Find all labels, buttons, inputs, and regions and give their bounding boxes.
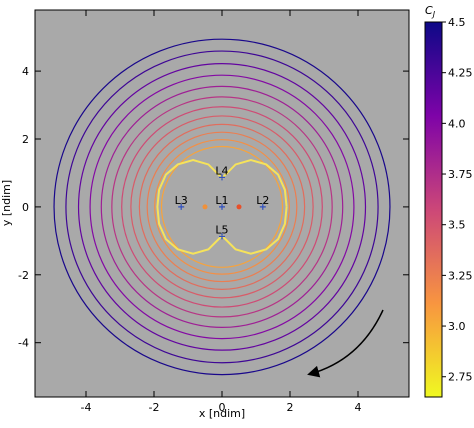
colorbar bbox=[424, 21, 443, 398]
colorbar-tick-label: 3.25 bbox=[448, 269, 473, 282]
primary bbox=[236, 204, 242, 210]
colorbar-tick-label: 3.5 bbox=[448, 219, 466, 232]
y-tick-label: 2 bbox=[22, 133, 29, 146]
lagrange-label: L1 bbox=[215, 194, 228, 207]
x-tick-label: -2 bbox=[149, 401, 160, 414]
primary bbox=[202, 204, 208, 210]
contour-line bbox=[146, 131, 298, 283]
lagrange-point bbox=[219, 233, 225, 240]
colorbar-tick-label: 2.75 bbox=[448, 371, 473, 384]
lagrange-label: L2 bbox=[256, 194, 269, 207]
contour-line bbox=[100, 85, 344, 329]
lagrange-point bbox=[219, 174, 225, 181]
y-tick-label: 4 bbox=[22, 65, 29, 78]
contour-line bbox=[154, 139, 290, 275]
plot-area: L1 L2 L3 L4 L5 bbox=[53, 38, 391, 376]
x-tick-label: 0 bbox=[219, 401, 226, 414]
contour-line bbox=[77, 63, 367, 351]
colorbar-tick-label: 4.0 bbox=[448, 117, 466, 130]
x-axis-label: x [ndim] bbox=[199, 407, 245, 420]
contour-line bbox=[53, 38, 391, 376]
contour-line bbox=[65, 50, 379, 364]
y-axis-label: y [ndim] bbox=[0, 180, 13, 226]
x-tick-label: -4 bbox=[81, 401, 92, 414]
contour-line bbox=[160, 145, 284, 268]
lagrange-label: L3 bbox=[175, 194, 188, 207]
colorbar-label-sub: J bbox=[431, 10, 436, 19]
x-tick-label: 2 bbox=[287, 401, 294, 414]
y-tick-label: -2 bbox=[18, 269, 29, 282]
plot-background bbox=[35, 10, 409, 397]
x-tick-label: 4 bbox=[355, 401, 362, 414]
lagrange-point bbox=[178, 203, 185, 210]
colorbar-tick-label: 4.25 bbox=[448, 67, 473, 80]
contour-line bbox=[130, 115, 314, 299]
zero-velocity-curve bbox=[156, 159, 288, 255]
lagrange-point bbox=[219, 203, 225, 210]
y-tick-label: -4 bbox=[18, 337, 29, 350]
lagrange-point bbox=[259, 203, 266, 210]
colorbar-label: CJ bbox=[425, 4, 436, 19]
colorbar-label-main: C bbox=[425, 4, 433, 17]
contour-line bbox=[121, 106, 323, 308]
contour-line bbox=[111, 96, 333, 318]
y-tick-label: 0 bbox=[22, 201, 29, 214]
direction-arrow bbox=[307, 309, 384, 378]
contour-line bbox=[89, 74, 355, 340]
lagrange-label: L5 bbox=[215, 223, 228, 236]
lagrange-label: L4 bbox=[215, 164, 228, 177]
contour-line bbox=[138, 123, 306, 290]
colorbar-tick-label: 3.75 bbox=[448, 168, 473, 181]
colorbar-tick-label: 3.0 bbox=[448, 320, 466, 333]
colorbar-tick-label: 4.5 bbox=[448, 16, 466, 29]
